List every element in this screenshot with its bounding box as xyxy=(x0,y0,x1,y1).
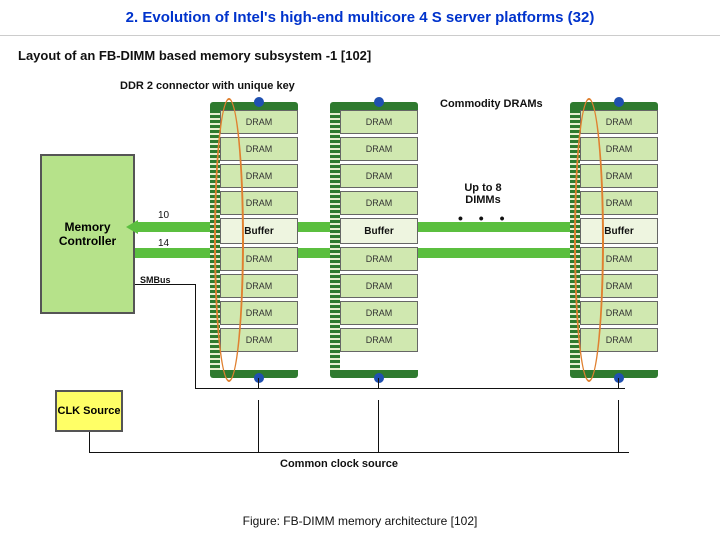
clk-source: CLK Source xyxy=(55,390,123,432)
upto-label: Up to 8 DIMMs xyxy=(448,182,518,206)
smbus-stub xyxy=(378,378,379,388)
connector-dot xyxy=(614,97,624,107)
buffer-chip: Buffer xyxy=(340,218,418,244)
connector-dot xyxy=(374,373,384,383)
diagram: DDR 2 connector with unique key Commodit… xyxy=(40,80,700,500)
smbus-stub xyxy=(258,378,259,388)
dram-chip: DRAM xyxy=(340,247,418,271)
memory-controller: Memory Controller xyxy=(40,154,135,314)
title-bar: 2. Evolution of Intel's high-end multico… xyxy=(0,0,720,36)
smbus-wire xyxy=(135,284,195,285)
smbus-stub xyxy=(618,378,619,388)
dram-chip: DRAM xyxy=(340,274,418,298)
figure-caption: Figure: FB-DIMM memory architecture [102… xyxy=(0,514,720,528)
clk-wire xyxy=(89,432,90,452)
ddr2-label: DDR 2 connector with unique key xyxy=(120,80,295,92)
connector-dot xyxy=(254,373,264,383)
clk-stub xyxy=(378,400,379,452)
dram-chip: DRAM xyxy=(340,110,418,134)
connector-dot xyxy=(374,97,384,107)
highlight-ellipse-2 xyxy=(574,98,604,382)
dimm-edge xyxy=(330,110,340,370)
dram-chip: DRAM xyxy=(340,301,418,325)
highlight-ellipse-1 xyxy=(214,98,244,382)
clk-source-label: CLK Source xyxy=(58,405,121,417)
dram-chip: DRAM xyxy=(340,191,418,215)
clk-stub xyxy=(618,400,619,452)
commodity-label: Commodity DRAMs xyxy=(440,98,543,110)
smbus-wire xyxy=(195,284,196,388)
common-clock-label: Common clock source xyxy=(280,458,398,470)
smbus-wire xyxy=(195,388,625,389)
dram-chip: DRAM xyxy=(340,137,418,161)
dram-chip: DRAM xyxy=(340,328,418,352)
lane-10: 10 xyxy=(158,210,169,221)
memory-controller-label: Memory Controller xyxy=(42,220,133,248)
dram-chip: DRAM xyxy=(340,164,418,188)
dimm-2: DRAM DRAM DRAM DRAM Buffer DRAM DRAM DRA… xyxy=(340,110,418,355)
clk-stub xyxy=(258,400,259,452)
clk-wire xyxy=(89,452,629,453)
connector-dot xyxy=(614,373,624,383)
bus-10-arrow xyxy=(126,220,138,234)
subtitle: Layout of an FB-DIMM based memory subsys… xyxy=(18,48,371,63)
connector-dot xyxy=(254,97,264,107)
page-title: 2. Evolution of Intel's high-end multico… xyxy=(126,9,595,26)
